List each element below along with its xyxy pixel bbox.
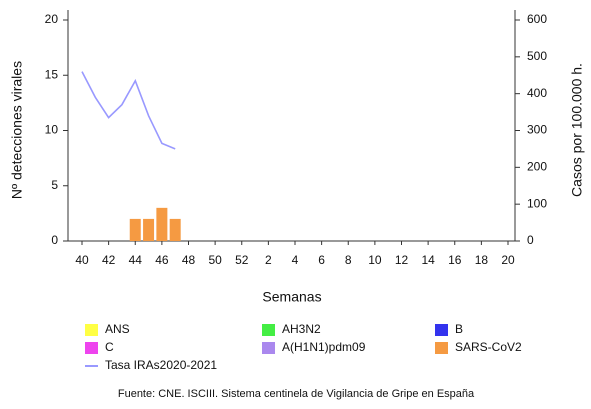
y2-tick-label: 600 xyxy=(527,12,547,26)
y-axis-label: Nº detecciones virales xyxy=(9,61,25,199)
legend-swatch xyxy=(262,342,275,354)
x-tick-label: 50 xyxy=(208,253,222,267)
x-tick-label: 12 xyxy=(395,253,409,267)
legend-label: Tasa IRAs2020-2021 xyxy=(105,358,217,372)
y2-axis-label: Casos por 100.000 h. xyxy=(569,63,585,197)
x-tick-label: 52 xyxy=(235,253,249,267)
x-tick-label: 20 xyxy=(501,253,515,267)
bar xyxy=(143,218,155,241)
bar xyxy=(156,207,168,241)
legend-label: A(H1N1)pdm09 xyxy=(282,340,366,354)
legend-swatch xyxy=(435,342,448,354)
x-tick-label: 10 xyxy=(368,253,382,267)
bar xyxy=(169,218,181,241)
y-tick-label: 10 xyxy=(45,123,59,137)
y2-tick-label: 200 xyxy=(527,160,547,174)
legend-swatch xyxy=(262,324,275,336)
y-tick-label: 5 xyxy=(51,178,58,192)
legend-label: B xyxy=(455,322,463,336)
x-tick-label: 2 xyxy=(265,253,272,267)
legend-label: ANS xyxy=(105,322,130,336)
y2-tick-label: 100 xyxy=(527,196,547,210)
x-tick-label: 46 xyxy=(155,253,169,267)
legend-label: SARS-CoV2 xyxy=(455,340,522,354)
bar xyxy=(129,218,141,241)
x-tick-label: 42 xyxy=(102,253,116,267)
x-tick-label: 48 xyxy=(182,253,196,267)
x-axis-label: Semanas xyxy=(262,289,321,305)
source: Fuente: CNE. ISCIII. Sistema centinela d… xyxy=(118,388,475,400)
x-tick-label: 16 xyxy=(448,253,462,267)
y-tick-label: 20 xyxy=(45,12,59,26)
legend-swatch xyxy=(85,342,98,354)
y2-tick-label: 0 xyxy=(527,233,534,247)
x-tick-label: 4 xyxy=(292,253,299,267)
y2-tick-label: 400 xyxy=(527,86,547,100)
y2-tick-label: 300 xyxy=(527,123,547,137)
legend-label: AH3N2 xyxy=(282,322,321,336)
x-tick-label: 40 xyxy=(75,253,89,267)
y-tick-label: 15 xyxy=(45,67,59,81)
legend-swatch xyxy=(85,324,98,336)
x-tick-label: 6 xyxy=(318,253,325,267)
x-tick-label: 18 xyxy=(475,253,489,267)
x-tick-label: 8 xyxy=(345,253,352,267)
y2-tick-label: 500 xyxy=(527,49,547,63)
x-tick-label: 44 xyxy=(129,253,143,267)
line xyxy=(81,71,176,150)
x-tick-label: 14 xyxy=(421,253,435,267)
y-tick-label: 0 xyxy=(51,233,58,247)
legend-label: C xyxy=(105,340,114,354)
legend-swatch xyxy=(435,324,448,336)
